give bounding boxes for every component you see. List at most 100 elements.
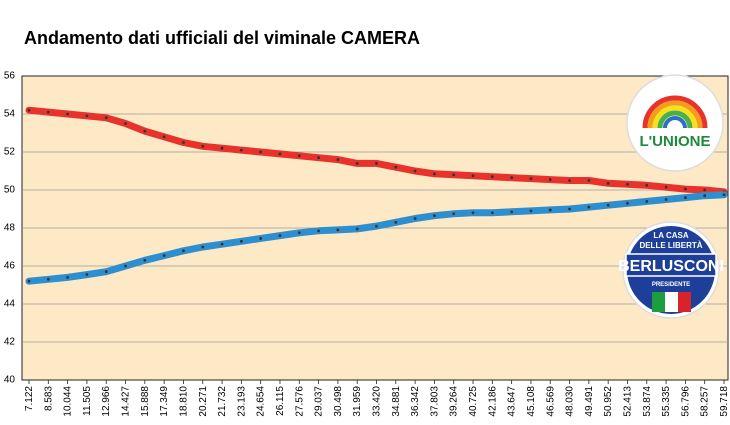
x-tick-label: 45.108 [526, 386, 537, 417]
data-point [297, 231, 301, 235]
x-tick-label: 40.725 [468, 386, 479, 417]
flag-green [652, 292, 665, 312]
data-point [66, 112, 70, 116]
data-point [162, 254, 166, 257]
data-point [606, 203, 610, 207]
x-tick-label: 30.498 [333, 386, 344, 417]
x-tick-label: 20.271 [198, 386, 209, 417]
x-tick-label: 15.888 [140, 386, 151, 417]
rainbow-arc-orange [647, 100, 703, 129]
data-point [220, 146, 224, 150]
data-point [664, 198, 668, 201]
x-tick-label: 46.569 [545, 386, 556, 417]
data-point [278, 152, 282, 156]
data-point [490, 175, 494, 179]
unione-logo-circle [626, 74, 724, 172]
rainbow-arc-yellow [652, 105, 698, 129]
cdl-name-box [625, 253, 717, 277]
y-tick-label: 56 [4, 71, 16, 82]
y-tick-label: 46 [4, 261, 16, 272]
cdl-logo: LA CASA DELLE LIBERTÀ BERLUSCONI PRESIDE… [618, 221, 724, 319]
data-point [510, 210, 514, 214]
unione-logo: L'UNIONE [626, 74, 724, 172]
chart-title: Andamento dati ufficiali del viminale CA… [24, 28, 421, 48]
x-tick-label: 10.044 [63, 386, 74, 417]
data-point [394, 165, 398, 169]
data-point [452, 212, 456, 216]
x-tick-label: 36.342 [410, 386, 421, 417]
x-tick-label: 59.718 [719, 386, 730, 417]
data-point [259, 150, 263, 154]
data-point [124, 264, 127, 268]
y-tick-label: 54 [4, 109, 16, 120]
x-tick-label: 37.803 [429, 386, 440, 417]
x-tick-label: 14.427 [121, 386, 132, 417]
rainbow-arc-green [657, 110, 693, 129]
data-point [66, 276, 70, 279]
x-tick-label: 8.583 [43, 386, 54, 411]
data-point [124, 122, 127, 125]
data-point [394, 220, 398, 224]
y-tick-label: 44 [4, 299, 16, 310]
data-point [239, 148, 243, 152]
y-axis: 40 42 44 46 48 50 52 54 56 [4, 71, 16, 386]
data-point [143, 258, 147, 262]
x-tick-label: 33.420 [372, 386, 383, 417]
data-point [433, 214, 436, 218]
data-point [413, 169, 417, 173]
x-tick-label: 31.959 [352, 386, 363, 417]
data-point [317, 229, 320, 233]
data-point [490, 211, 494, 215]
data-point [703, 188, 707, 192]
y-tick-label: 42 [4, 337, 16, 348]
data-point [259, 237, 263, 240]
data-point [336, 158, 340, 162]
data-point [664, 185, 668, 189]
x-tick-label: 7.122 [24, 386, 35, 411]
x-tick-label: 50.952 [603, 386, 614, 417]
data-point [85, 273, 89, 276]
x-tick-label: 49.491 [584, 386, 595, 417]
y-tick-label: 52 [4, 147, 16, 158]
x-tick-label: 34.881 [391, 386, 402, 417]
cdl-line2: DELLE LIBERTÀ [639, 241, 702, 250]
x-axis: 7.122 8.583 10.044 11.505 12.966 14.427 15.888… [24, 380, 730, 417]
data-point [46, 110, 50, 114]
data-point [220, 242, 224, 246]
data-point [27, 279, 31, 283]
x-tick-label: 55.335 [661, 386, 672, 417]
flag-red [678, 292, 691, 312]
data-point [375, 162, 378, 165]
data-point [182, 141, 185, 144]
rainbow-arc-blue [663, 116, 687, 129]
x-tick-label: 26.115 [275, 386, 286, 416]
data-point [568, 207, 571, 211]
data-point [375, 224, 378, 228]
data-point [297, 154, 301, 158]
rainbow-arc-red [642, 95, 708, 129]
y-tick-label: 40 [4, 375, 16, 386]
x-tick-label: 39.264 [449, 386, 460, 417]
data-point [452, 173, 456, 177]
data-point [162, 135, 166, 139]
x-tick-label: 17.349 [159, 386, 170, 417]
data-point [587, 179, 591, 182]
data-point [182, 249, 185, 253]
data-point [85, 114, 89, 118]
data-point [413, 217, 417, 220]
x-tick-label: 52.413 [622, 386, 633, 417]
cdl-name: BERLUSCONI [618, 258, 724, 275]
y-tick-label: 48 [4, 223, 16, 234]
x-tick-label: 29.037 [314, 386, 325, 417]
data-point [548, 178, 552, 181]
data-point [278, 234, 282, 238]
data-point [27, 108, 31, 112]
data-point [626, 201, 629, 205]
x-tick-label: 27.576 [294, 386, 305, 417]
data-point [433, 172, 436, 176]
data-point [239, 239, 243, 243]
data-point [626, 182, 629, 186]
unione-logo-text: L'UNIONE [639, 133, 710, 150]
data-point [104, 270, 108, 274]
